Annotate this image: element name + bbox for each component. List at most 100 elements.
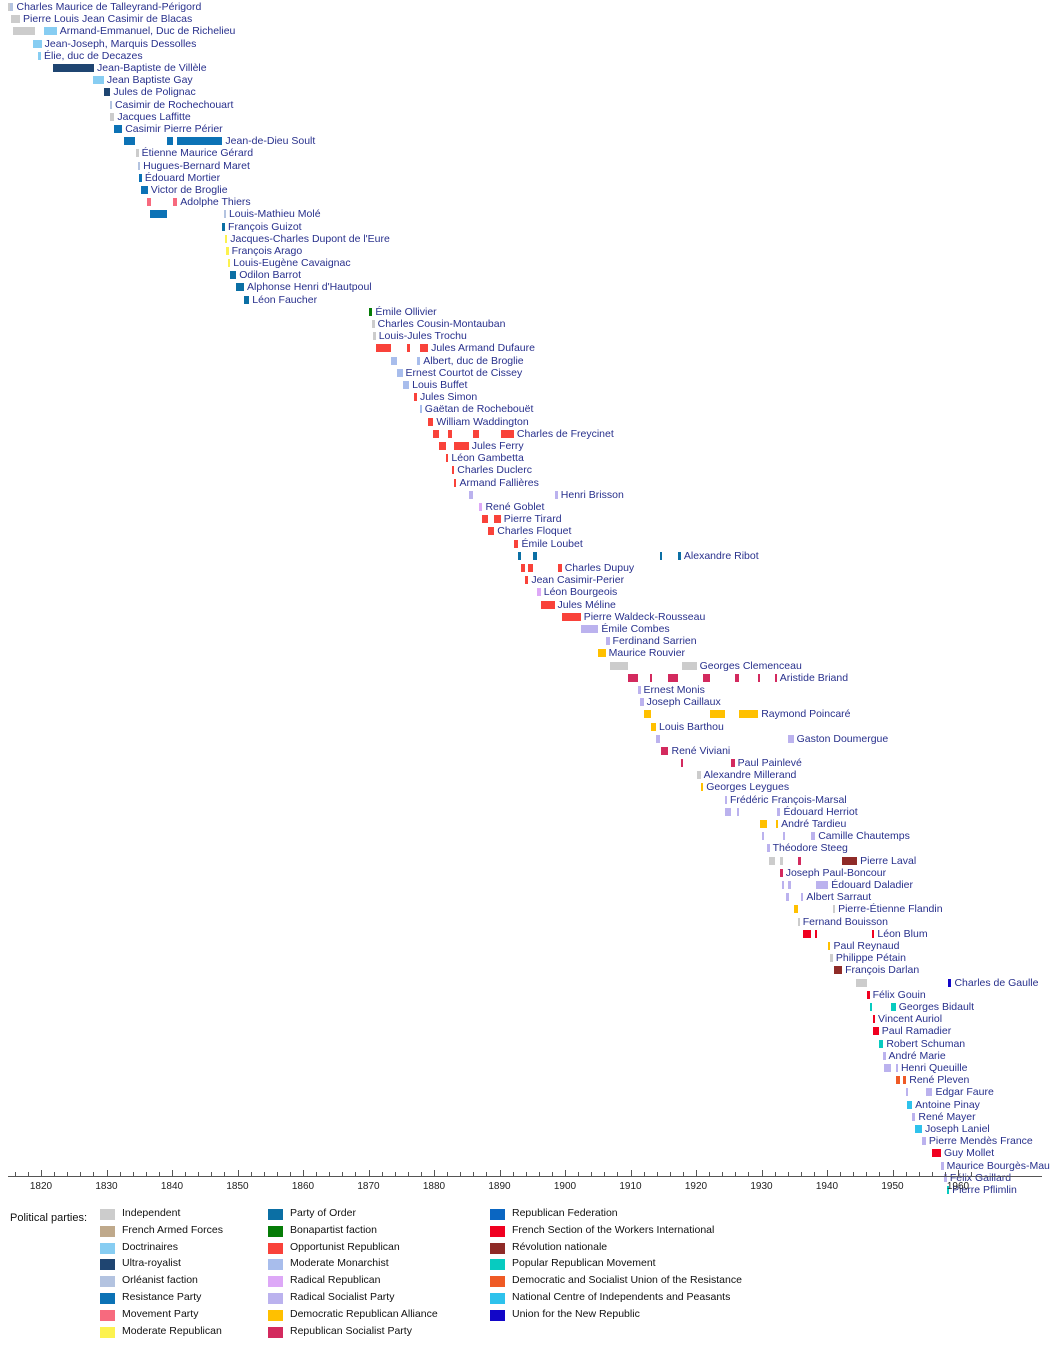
timeline-bar-segment[interactable] xyxy=(906,1100,913,1109)
timeline-bar-segment[interactable] xyxy=(774,673,777,682)
timeline-bar-segment[interactable] xyxy=(540,600,555,609)
timeline-bar-segment[interactable] xyxy=(482,515,489,524)
timeline-bar-segment[interactable] xyxy=(775,820,779,829)
timeline-bar-segment[interactable] xyxy=(700,783,704,792)
timeline-bar-segment[interactable] xyxy=(932,1149,941,1158)
timeline-bar-segment[interactable] xyxy=(368,307,373,316)
timeline-bar-segment[interactable] xyxy=(537,588,541,597)
timeline-bar-segment[interactable] xyxy=(878,1039,884,1048)
timeline-bar-segment[interactable] xyxy=(8,3,11,11)
timeline-bar-segment[interactable] xyxy=(872,1027,879,1036)
timeline-bar-segment[interactable] xyxy=(416,356,421,365)
timeline-bar-segment[interactable] xyxy=(177,137,223,146)
timeline-bar-segment[interactable] xyxy=(33,39,42,48)
timeline-bar-segment[interactable] xyxy=(915,1124,922,1133)
timeline-bar-segment[interactable] xyxy=(372,320,375,329)
timeline-bar-segment[interactable] xyxy=(638,685,641,694)
timeline-bar-segment[interactable] xyxy=(891,1002,896,1011)
timeline-bar-segment[interactable] xyxy=(783,832,786,841)
timeline-bar-segment[interactable] xyxy=(830,954,833,963)
timeline-bar-segment[interactable] xyxy=(500,429,514,438)
timeline-bar-segment[interactable] xyxy=(780,868,783,877)
timeline-bar-segment[interactable] xyxy=(103,88,111,97)
timeline-bar-segment[interactable] xyxy=(513,539,519,548)
timeline-bar-segment[interactable] xyxy=(609,661,628,670)
timeline-bar-segment[interactable] xyxy=(869,1002,873,1011)
timeline-bar-segment[interactable] xyxy=(737,807,740,816)
timeline-bar-segment[interactable] xyxy=(227,259,231,268)
timeline-bar-segment[interactable] xyxy=(225,234,228,243)
timeline-bar-segment[interactable] xyxy=(896,1076,901,1085)
timeline-bar-segment[interactable] xyxy=(810,832,816,841)
timeline-bar-segment[interactable] xyxy=(376,344,391,353)
timeline-bar-segment[interactable] xyxy=(643,710,651,719)
timeline-bar-segment[interactable] xyxy=(488,527,495,536)
timeline-bar-segment[interactable] xyxy=(883,1063,892,1072)
timeline-bar-segment[interactable] xyxy=(940,1161,944,1170)
timeline-bar-segment[interactable] xyxy=(451,466,455,475)
timeline-bar-segment[interactable] xyxy=(52,63,95,72)
timeline-bar-segment[interactable] xyxy=(767,844,770,853)
timeline-bar-segment[interactable] xyxy=(921,1137,926,1146)
timeline-bar-segment[interactable] xyxy=(758,673,761,682)
timeline-bar-segment[interactable] xyxy=(681,661,697,670)
timeline-bar-segment[interactable] xyxy=(872,1015,876,1024)
timeline-bar-segment[interactable] xyxy=(677,551,681,560)
timeline-bar-segment[interactable] xyxy=(390,356,398,365)
timeline-bar-segment[interactable] xyxy=(656,734,660,743)
timeline-bar-segment[interactable] xyxy=(786,893,789,902)
timeline-bar-segment[interactable] xyxy=(521,563,526,572)
timeline-bar-segment[interactable] xyxy=(815,881,829,890)
timeline-bar-segment[interactable] xyxy=(447,429,452,438)
timeline-bar-segment[interactable] xyxy=(10,15,21,24)
timeline-bar-segment[interactable] xyxy=(373,332,376,341)
timeline-bar-segment[interactable] xyxy=(902,1076,907,1085)
timeline-bar-segment[interactable] xyxy=(454,478,457,487)
timeline-bar-segment[interactable] xyxy=(781,881,784,890)
timeline-bar-segment[interactable] xyxy=(43,27,57,36)
timeline-bar-segment[interactable] xyxy=(557,563,562,572)
timeline-bar-segment[interactable] xyxy=(236,283,245,292)
timeline-bar-segment[interactable] xyxy=(419,405,422,414)
timeline-bar-segment[interactable] xyxy=(703,673,710,682)
timeline-bar-segment[interactable] xyxy=(438,442,446,451)
timeline-bar-segment[interactable] xyxy=(473,429,479,438)
timeline-bar-segment[interactable] xyxy=(135,149,139,158)
timeline-bar-segment[interactable] xyxy=(660,746,669,755)
timeline-bar-segment[interactable] xyxy=(925,1088,933,1097)
timeline-bar-segment[interactable] xyxy=(866,990,870,999)
timeline-bar-segment[interactable] xyxy=(407,344,411,353)
timeline-bar-segment[interactable] xyxy=(554,490,558,499)
timeline-bar-segment[interactable] xyxy=(413,393,417,402)
timeline-bar-segment[interactable] xyxy=(561,612,581,621)
timeline-bar-segment[interactable] xyxy=(760,820,768,829)
timeline-bar-segment[interactable] xyxy=(803,929,811,938)
timeline-bar-segment[interactable] xyxy=(815,929,818,938)
timeline-bar-segment[interactable] xyxy=(147,198,152,207)
timeline-bar-segment[interactable] xyxy=(668,673,678,682)
timeline-bar-segment[interactable] xyxy=(433,429,439,438)
timeline-bar-segment[interactable] xyxy=(834,966,843,975)
timeline-bar-segment[interactable] xyxy=(397,368,403,377)
timeline-bar-segment[interactable] xyxy=(223,210,226,219)
timeline-bar-segment[interactable] xyxy=(780,856,783,865)
timeline-bar-segment[interactable] xyxy=(788,881,791,890)
timeline-bar-segment[interactable] xyxy=(777,807,781,816)
timeline-bar-segment[interactable] xyxy=(800,893,804,902)
timeline-bar-segment[interactable] xyxy=(828,942,831,950)
timeline-bar-segment[interactable] xyxy=(402,381,410,390)
timeline-bar-segment[interactable] xyxy=(123,137,135,146)
timeline-bar-segment[interactable] xyxy=(230,271,237,280)
timeline-bar-segment[interactable] xyxy=(420,344,429,353)
timeline-bar-segment[interactable] xyxy=(640,698,644,707)
timeline-bar-segment[interactable] xyxy=(943,1173,947,1182)
timeline-bar-segment[interactable] xyxy=(797,856,802,865)
timeline-bar-segment[interactable] xyxy=(445,454,449,463)
timeline-bar-segment[interactable] xyxy=(525,576,529,585)
timeline-bar-segment[interactable] xyxy=(872,929,875,938)
timeline-bar-segment[interactable] xyxy=(734,673,740,682)
timeline-bar-segment[interactable] xyxy=(528,563,533,572)
timeline-bar-segment[interactable] xyxy=(651,722,657,731)
timeline-bar-segment[interactable] xyxy=(906,1088,909,1097)
timeline-bar-segment[interactable] xyxy=(762,832,765,841)
